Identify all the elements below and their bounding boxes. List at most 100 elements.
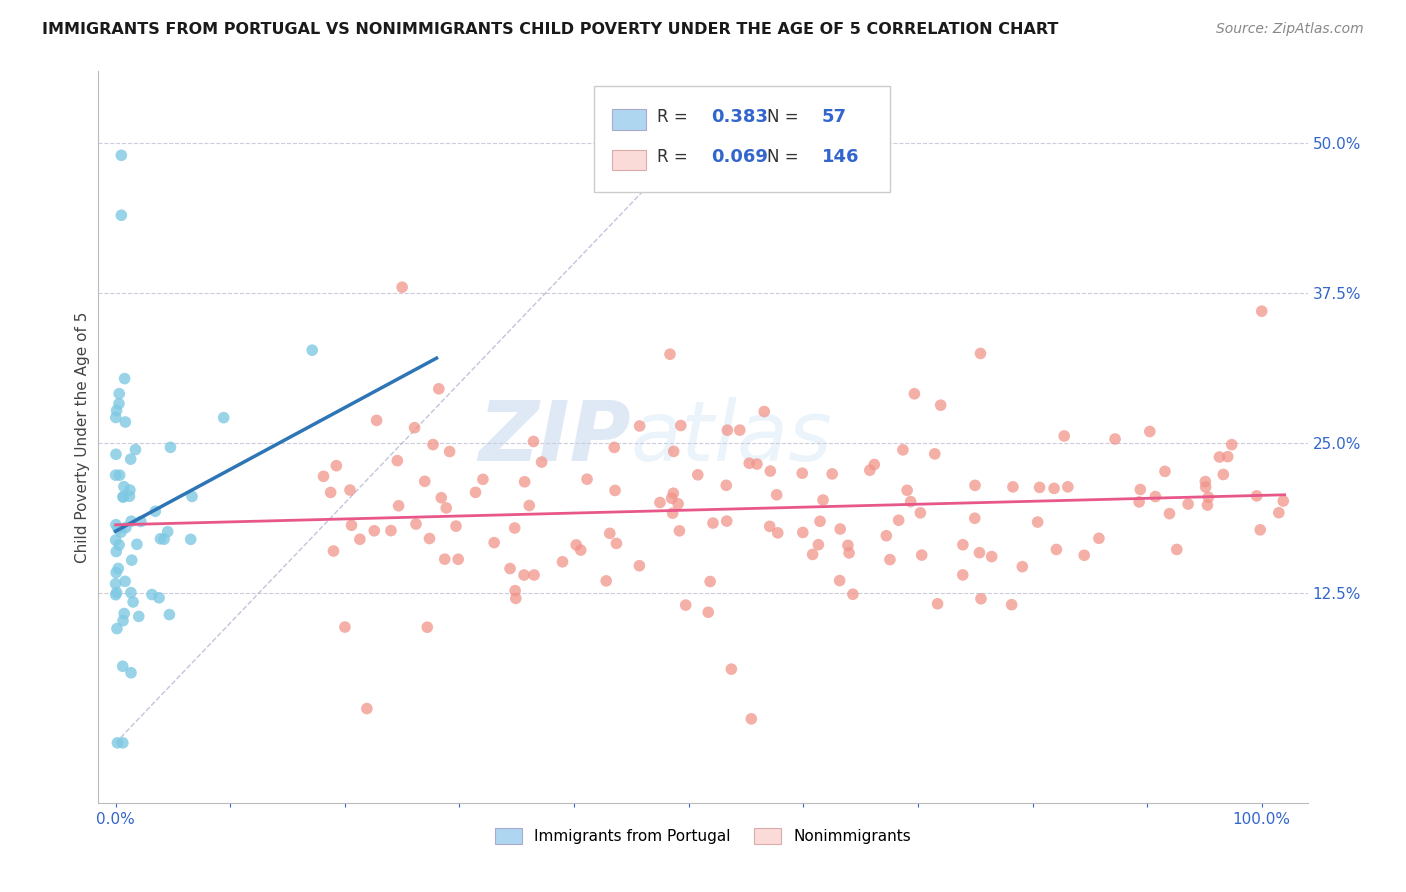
Point xyxy=(603,483,626,498)
Point xyxy=(104,517,127,532)
Point xyxy=(595,574,617,588)
Point xyxy=(108,397,131,411)
Point xyxy=(1053,429,1076,443)
Point xyxy=(1104,432,1126,446)
Point xyxy=(114,371,136,385)
Point xyxy=(482,535,505,549)
Point xyxy=(758,519,780,533)
Point xyxy=(143,504,166,518)
Point xyxy=(740,712,762,726)
Point xyxy=(1011,559,1033,574)
Point xyxy=(699,574,721,589)
Text: R =: R = xyxy=(657,109,693,127)
Point xyxy=(513,568,536,582)
Point xyxy=(1073,548,1095,562)
Point xyxy=(112,607,135,621)
Point xyxy=(111,659,134,673)
Point xyxy=(439,444,461,458)
Point xyxy=(110,208,132,222)
Point xyxy=(1216,450,1239,464)
Point xyxy=(118,489,141,503)
Point xyxy=(828,574,851,588)
Point xyxy=(1001,480,1024,494)
Point xyxy=(325,458,347,473)
Point xyxy=(108,538,131,552)
Point xyxy=(1139,425,1161,439)
Point xyxy=(125,537,148,551)
Point xyxy=(970,591,993,606)
Point xyxy=(404,420,426,434)
Point xyxy=(444,519,467,533)
Point xyxy=(118,483,141,497)
Point xyxy=(104,410,127,425)
Point xyxy=(339,483,361,497)
Point xyxy=(124,442,146,457)
Point xyxy=(110,525,132,540)
Point xyxy=(628,558,651,573)
Point xyxy=(356,701,378,715)
Point xyxy=(105,622,128,636)
Point xyxy=(181,490,204,504)
Point xyxy=(1045,542,1067,557)
Point xyxy=(659,347,682,361)
Point xyxy=(716,423,738,437)
Point xyxy=(980,549,1002,564)
Point xyxy=(766,525,789,540)
Point xyxy=(112,490,135,504)
Point xyxy=(720,662,742,676)
Point xyxy=(388,499,411,513)
Point xyxy=(745,457,768,471)
Point xyxy=(105,403,128,417)
Point xyxy=(661,491,683,506)
Point xyxy=(661,506,683,520)
Point xyxy=(565,538,588,552)
Point xyxy=(112,480,135,494)
Point xyxy=(122,595,145,609)
Point xyxy=(418,532,440,546)
Point xyxy=(447,552,470,566)
Text: 57: 57 xyxy=(821,109,846,127)
Point xyxy=(576,472,599,486)
Point xyxy=(471,472,494,486)
Point xyxy=(759,464,782,478)
Point xyxy=(662,486,685,500)
Point xyxy=(952,538,974,552)
Text: 146: 146 xyxy=(821,148,859,166)
Point xyxy=(120,514,142,528)
Point xyxy=(662,444,685,458)
Point xyxy=(108,468,131,483)
Point xyxy=(366,413,388,427)
Point xyxy=(859,463,882,477)
Point xyxy=(716,478,738,492)
Point xyxy=(900,494,922,508)
Point xyxy=(523,568,546,582)
Point xyxy=(1250,304,1272,318)
Point xyxy=(517,499,540,513)
Point xyxy=(157,607,180,622)
Point xyxy=(141,588,163,602)
Point xyxy=(887,513,910,527)
Point xyxy=(792,525,814,540)
Point xyxy=(104,468,127,483)
Point xyxy=(837,538,859,552)
Point xyxy=(159,440,181,454)
Point xyxy=(1159,507,1181,521)
Point xyxy=(522,434,544,449)
Point xyxy=(1208,450,1230,464)
Point xyxy=(605,536,627,550)
Point xyxy=(156,524,179,539)
Point xyxy=(464,485,486,500)
Point xyxy=(530,455,553,469)
Point xyxy=(1154,464,1177,478)
Point xyxy=(808,514,831,528)
Point xyxy=(120,452,142,467)
Text: ZIP: ZIP xyxy=(478,397,630,477)
Point xyxy=(1128,495,1150,509)
Point xyxy=(569,543,592,558)
Point xyxy=(322,544,344,558)
Point xyxy=(416,620,439,634)
Point xyxy=(301,343,323,358)
Point xyxy=(128,609,150,624)
Point xyxy=(503,583,526,598)
Point xyxy=(380,524,402,538)
